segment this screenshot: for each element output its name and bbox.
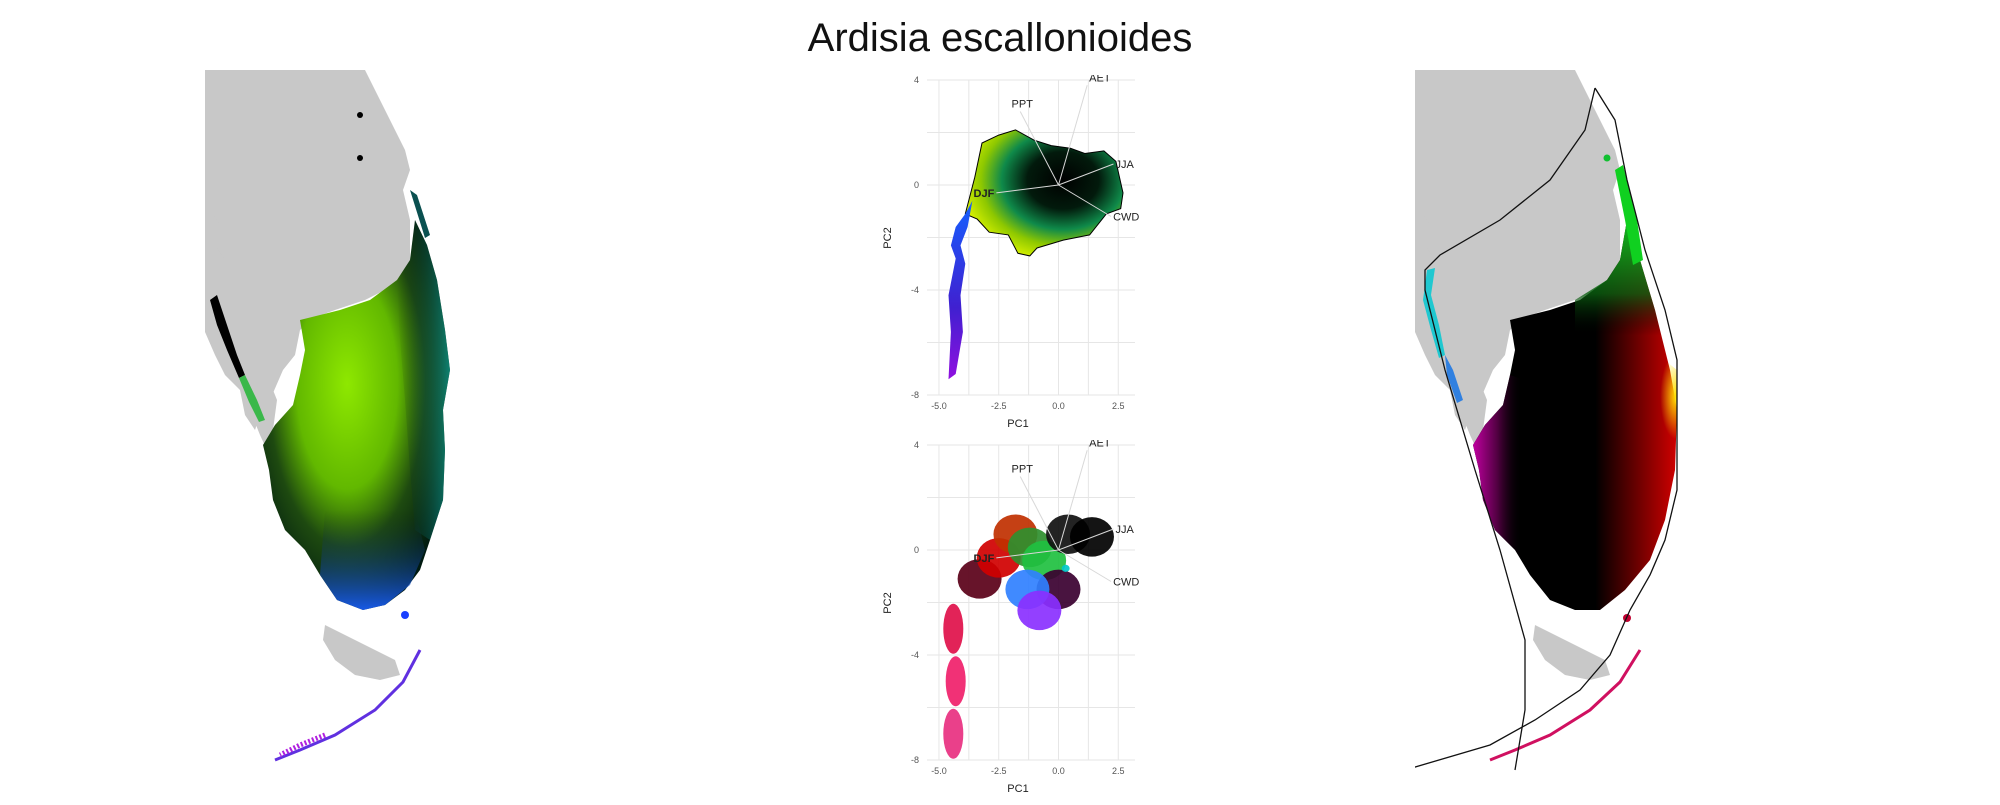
pca-bottom-y-tick: 0 [914, 545, 919, 555]
pca-top-svg: PPT AET JJA DJF CWD -5.0 -2.5 0.0 2.5 4 0 -4 -8 PC1… [882, 72, 1140, 430]
pca-bottom-svg: PPT AET JJA DJF CWD -5.0 -2.5 0.0 2.5 4 0 -4 -8 PC1… [882, 437, 1140, 795]
east-coast-green-strip [1615, 165, 1643, 265]
pca-bottom-clusters [943, 514, 1114, 759]
left-map-panel [195, 70, 585, 775]
pca-top-vectors: PPT AET JJA DJF CWD [974, 72, 1140, 224]
pca-top-loading-djf-arrow [996, 184, 1059, 194]
pca-top-xlabel: PC1 [1007, 418, 1028, 430]
suitability-south-tint [320, 510, 425, 610]
pca-top-panel: PPT AET JJA DJF CWD -5.0 -2.5 0.0 2.5 4 0 -4 -8 PC1… [875, 72, 1140, 435]
pca-bottom-loading-aet-arrow [1058, 450, 1088, 551]
gulf-coast-blue-strip [1445, 355, 1463, 403]
pca-top-x-tick: -2.5 [991, 401, 1007, 411]
pca-bottom-vectors: PPT AET JJA DJF CWD [974, 437, 1140, 589]
right-map-svg [1374, 70, 1678, 771]
pca-bottom-loading-cwd-label: CWD [1113, 577, 1139, 589]
black-dot-2 [357, 155, 363, 161]
green-dot-right [1603, 154, 1611, 162]
pca-top-y-tick: -8 [911, 390, 919, 400]
pca-bottom-loading-jja-label: JJA [1115, 524, 1134, 536]
pca-bottom-y-tick: -8 [911, 755, 919, 765]
gulf-coast-strip-green [239, 375, 265, 422]
pca-bottom-loading-ppt-label: PPT [1012, 464, 1034, 476]
pca-top-loading-cwd-arrow [1058, 184, 1112, 217]
pca-top-loading-jja-label: JJA [1115, 159, 1134, 171]
pca-bottom-cluster-point [1017, 590, 1062, 631]
pca-bottom-loading-djf-label: DJF [974, 553, 995, 565]
pca-top-y-tick: 4 [914, 75, 919, 85]
lower-keys [278, 732, 326, 758]
pca-bottom-x-tick: -2.5 [991, 766, 1007, 776]
pca-bottom-loading-aet-label: AET [1089, 440, 1111, 449]
pca-bottom-y-tick: -4 [911, 650, 919, 660]
suitability-east-tint [397, 220, 450, 540]
left-map-svg [195, 70, 450, 762]
pca-top-y-tick: 0 [914, 180, 919, 190]
pca-bottom-loading-djf-arrow [996, 549, 1059, 559]
pca-top-loading-jja-arrow [1058, 163, 1114, 186]
pca-top-cloud [964, 129, 1124, 257]
pca-top-x-tick: 0.0 [1052, 401, 1065, 411]
pca-bottom-xlabel: PC1 [1007, 783, 1028, 795]
pca-top-ylabel: PC2 [882, 227, 894, 248]
pca-top-x-tick: 2.5 [1112, 401, 1125, 411]
gulf-coast-land [195, 210, 277, 450]
keys-strip-right [1489, 649, 1642, 762]
pca-top-y-tick: -4 [911, 285, 919, 295]
black-dot-1 [357, 112, 363, 118]
pca-bottom-ticks: -5.0 -2.5 0.0 2.5 4 0 -4 -8 [911, 440, 1125, 776]
figure-title: Ardisia escallonioides [807, 16, 1193, 60]
pca-top-loading-aet-label: AET [1089, 75, 1111, 84]
pca-bottom-y-tick: 4 [914, 440, 919, 450]
pca-bottom-cluster-point [943, 603, 964, 654]
suitability-yellow-tint [1615, 320, 1677, 490]
east-coast-strip [410, 190, 430, 238]
pca-top-tail [948, 200, 973, 380]
southern-tip-land-right [1533, 625, 1610, 680]
pca-top-loading-djf-label: DJF [974, 188, 995, 200]
pca-bottom-loading-cwd-arrow [1058, 549, 1112, 582]
gulf-coast-strip [210, 295, 245, 378]
southern-tip-land [323, 625, 400, 680]
pca-top-ticks: -5.0 -2.5 0.0 2.5 4 0 -4 -8 [911, 75, 1125, 411]
pca-top-loading-ppt-label: PPT [1012, 99, 1034, 111]
pca-top-loading-cwd-label: CWD [1113, 212, 1139, 224]
right-map-panel [1374, 70, 1795, 775]
pca-top-loading-aet-arrow [1058, 85, 1088, 186]
blue-dot [401, 611, 409, 619]
suitability-left-tint [1473, 375, 1555, 575]
pca-bottom-panel: PPT AET JJA DJF CWD -5.0 -2.5 0.0 2.5 4 0 -4 -8 PC1… [875, 437, 1140, 800]
pca-top-x-tick: -5.0 [931, 401, 947, 411]
pca-bottom-loading-jja-arrow [1058, 528, 1114, 551]
pca-bottom-x-tick: 2.5 [1112, 766, 1125, 776]
keys-strip [274, 649, 422, 762]
pca-bottom-cluster-point [943, 708, 964, 759]
gulf-coast-cyan-strip [1423, 268, 1445, 358]
accessible-area-outline-west [1424, 87, 1596, 771]
pca-bottom-ylabel: PC2 [882, 592, 894, 613]
pca-top-loading-ppt-arrow [1019, 111, 1059, 186]
pca-bottom-x-tick: -5.0 [931, 766, 947, 776]
pca-bottom-cluster-point [945, 656, 966, 707]
pca-bottom-x-tick: 0.0 [1052, 766, 1065, 776]
pca-bottom-cluster-point [1061, 564, 1070, 572]
pca-bottom-loading-ppt-arrow [1019, 476, 1059, 551]
